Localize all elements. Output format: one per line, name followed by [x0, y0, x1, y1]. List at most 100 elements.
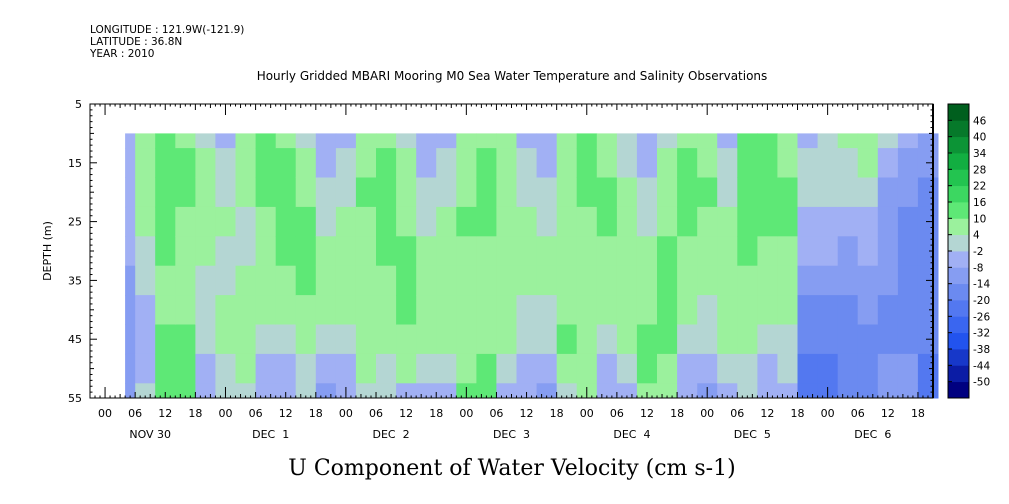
heatmap-cell: [376, 324, 397, 355]
heatmap-cell: [315, 265, 337, 296]
heatmap-cell: [295, 295, 317, 325]
heatmap-cell: [295, 133, 317, 149]
heatmap-cell: [335, 324, 357, 355]
heatmap-cell: [496, 236, 517, 267]
heatmap-cell: [235, 236, 257, 267]
colorbar-label: -32: [973, 328, 990, 340]
y-tick-label: 5: [75, 98, 82, 111]
heatmap-cell: [516, 353, 538, 384]
heatmap-cell: [125, 236, 136, 267]
heatmap-cell: [135, 177, 156, 208]
longitude-label: LONGITUDE : 121.9W(-121.9): [90, 24, 245, 36]
heatmap-cell: [396, 383, 417, 399]
heatmap-cell: [657, 295, 678, 325]
heatmap-cell: [857, 177, 879, 208]
heatmap-cell: [376, 133, 397, 149]
heatmap-cell: [677, 177, 698, 208]
heatmap-cell: [616, 324, 638, 355]
heatmap-cell: [556, 206, 578, 237]
heatmap-cell: [275, 206, 297, 237]
heatmap-cell: [737, 295, 758, 325]
heatmap-cell: [837, 133, 859, 149]
heatmap-cell: [596, 265, 618, 296]
heatmap-cell: [657, 265, 678, 296]
y-axis: 5 15 25 35 45 55: [68, 98, 933, 405]
heatmap-cell: [496, 206, 517, 237]
heatmap-cell: [817, 324, 839, 355]
colorbar-swatch: [948, 218, 969, 236]
heatmap-cell: [135, 353, 156, 384]
colorbar-label: -44: [973, 360, 990, 372]
x-hour-label: 12: [399, 407, 413, 420]
heatmap-cell: [757, 383, 778, 399]
heatmap-cell: [155, 324, 176, 355]
colorbar-swatch: [948, 120, 969, 138]
heatmap-cell: [857, 148, 879, 178]
heatmap-cell: [175, 324, 196, 355]
heatmap-cell: [436, 353, 457, 384]
heatmap-cell: [757, 295, 778, 325]
heatmap-cell: [817, 353, 839, 384]
x-hour-label: 18: [791, 407, 805, 420]
heatmap-cell: [355, 133, 377, 149]
heatmap-cell: [355, 206, 377, 237]
heatmap-cell: [135, 295, 156, 325]
x-hour-label: 06: [128, 407, 142, 420]
heatmap-cell: [335, 148, 357, 178]
heatmap-cell: [636, 383, 658, 399]
heatmap-cell: [616, 206, 638, 237]
x-hour-label: 00: [821, 407, 835, 420]
heatmap-cell: [255, 295, 277, 325]
heatmap-cell: [275, 236, 297, 267]
heatmap-cell: [335, 236, 357, 267]
heatmap-cell: [897, 236, 919, 267]
x-hour-label: 00: [98, 407, 112, 420]
colorbar-label: -8: [973, 262, 983, 274]
heatmap-cell: [917, 177, 939, 208]
x-axis: 00 06 12 18 00 06 12 18 00 06 12 18 00 06 12 18 00 06 12 18…: [89, 104, 934, 441]
heatmap-cell: [777, 148, 798, 178]
heatmap-cell: [737, 148, 758, 178]
heatmap-cell: [315, 295, 337, 325]
heatmap-cell: [275, 265, 297, 296]
heatmap-cell: [235, 353, 257, 384]
colorbar-label: 16: [973, 197, 987, 209]
heatmap-cell: [536, 148, 558, 178]
heatmap-cell: [195, 295, 216, 325]
heatmap-cell: [135, 148, 156, 178]
chart-title: Hourly Gridded MBARI Mooring M0 Sea Wate…: [257, 69, 768, 83]
colorbar-swatch: [948, 381, 969, 399]
heatmap-cell: [877, 133, 899, 149]
heatmap-cell: [355, 148, 377, 178]
heatmap-cell: [556, 324, 578, 355]
heatmap-cell: [175, 353, 196, 384]
heatmap-cell: [295, 324, 317, 355]
heatmap-cells: [125, 133, 939, 399]
heatmap-cell: [275, 148, 297, 178]
heatmap-cell: [416, 236, 437, 267]
heatmap-cell: [516, 206, 538, 237]
colorbar-swatch: [948, 316, 969, 334]
heatmap-cell: [556, 295, 578, 325]
heatmap-cell: [195, 133, 216, 149]
colorbar-label: -26: [973, 311, 990, 323]
heatmap-cell: [396, 177, 417, 208]
heatmap-cell: [757, 148, 778, 178]
colorbar-label: 10: [973, 213, 986, 225]
heatmap-cell: [737, 265, 758, 296]
heatmap-cell: [657, 324, 678, 355]
heatmap-cell: [436, 206, 457, 237]
heatmap-cell: [376, 353, 397, 384]
heatmap-cell: [657, 177, 678, 208]
heatmap-cell: [255, 265, 277, 296]
heatmap-cell: [195, 177, 216, 208]
x-hour-label: 18: [309, 407, 323, 420]
heatmap-cell: [576, 353, 598, 384]
colorbar-swatch: [948, 202, 969, 219]
x-hour-label: 18: [911, 407, 925, 420]
heatmap-cell: [155, 177, 176, 208]
heatmap-cell: [456, 295, 477, 325]
heatmap-cell: [757, 236, 778, 267]
heatmap-cell: [877, 148, 899, 178]
